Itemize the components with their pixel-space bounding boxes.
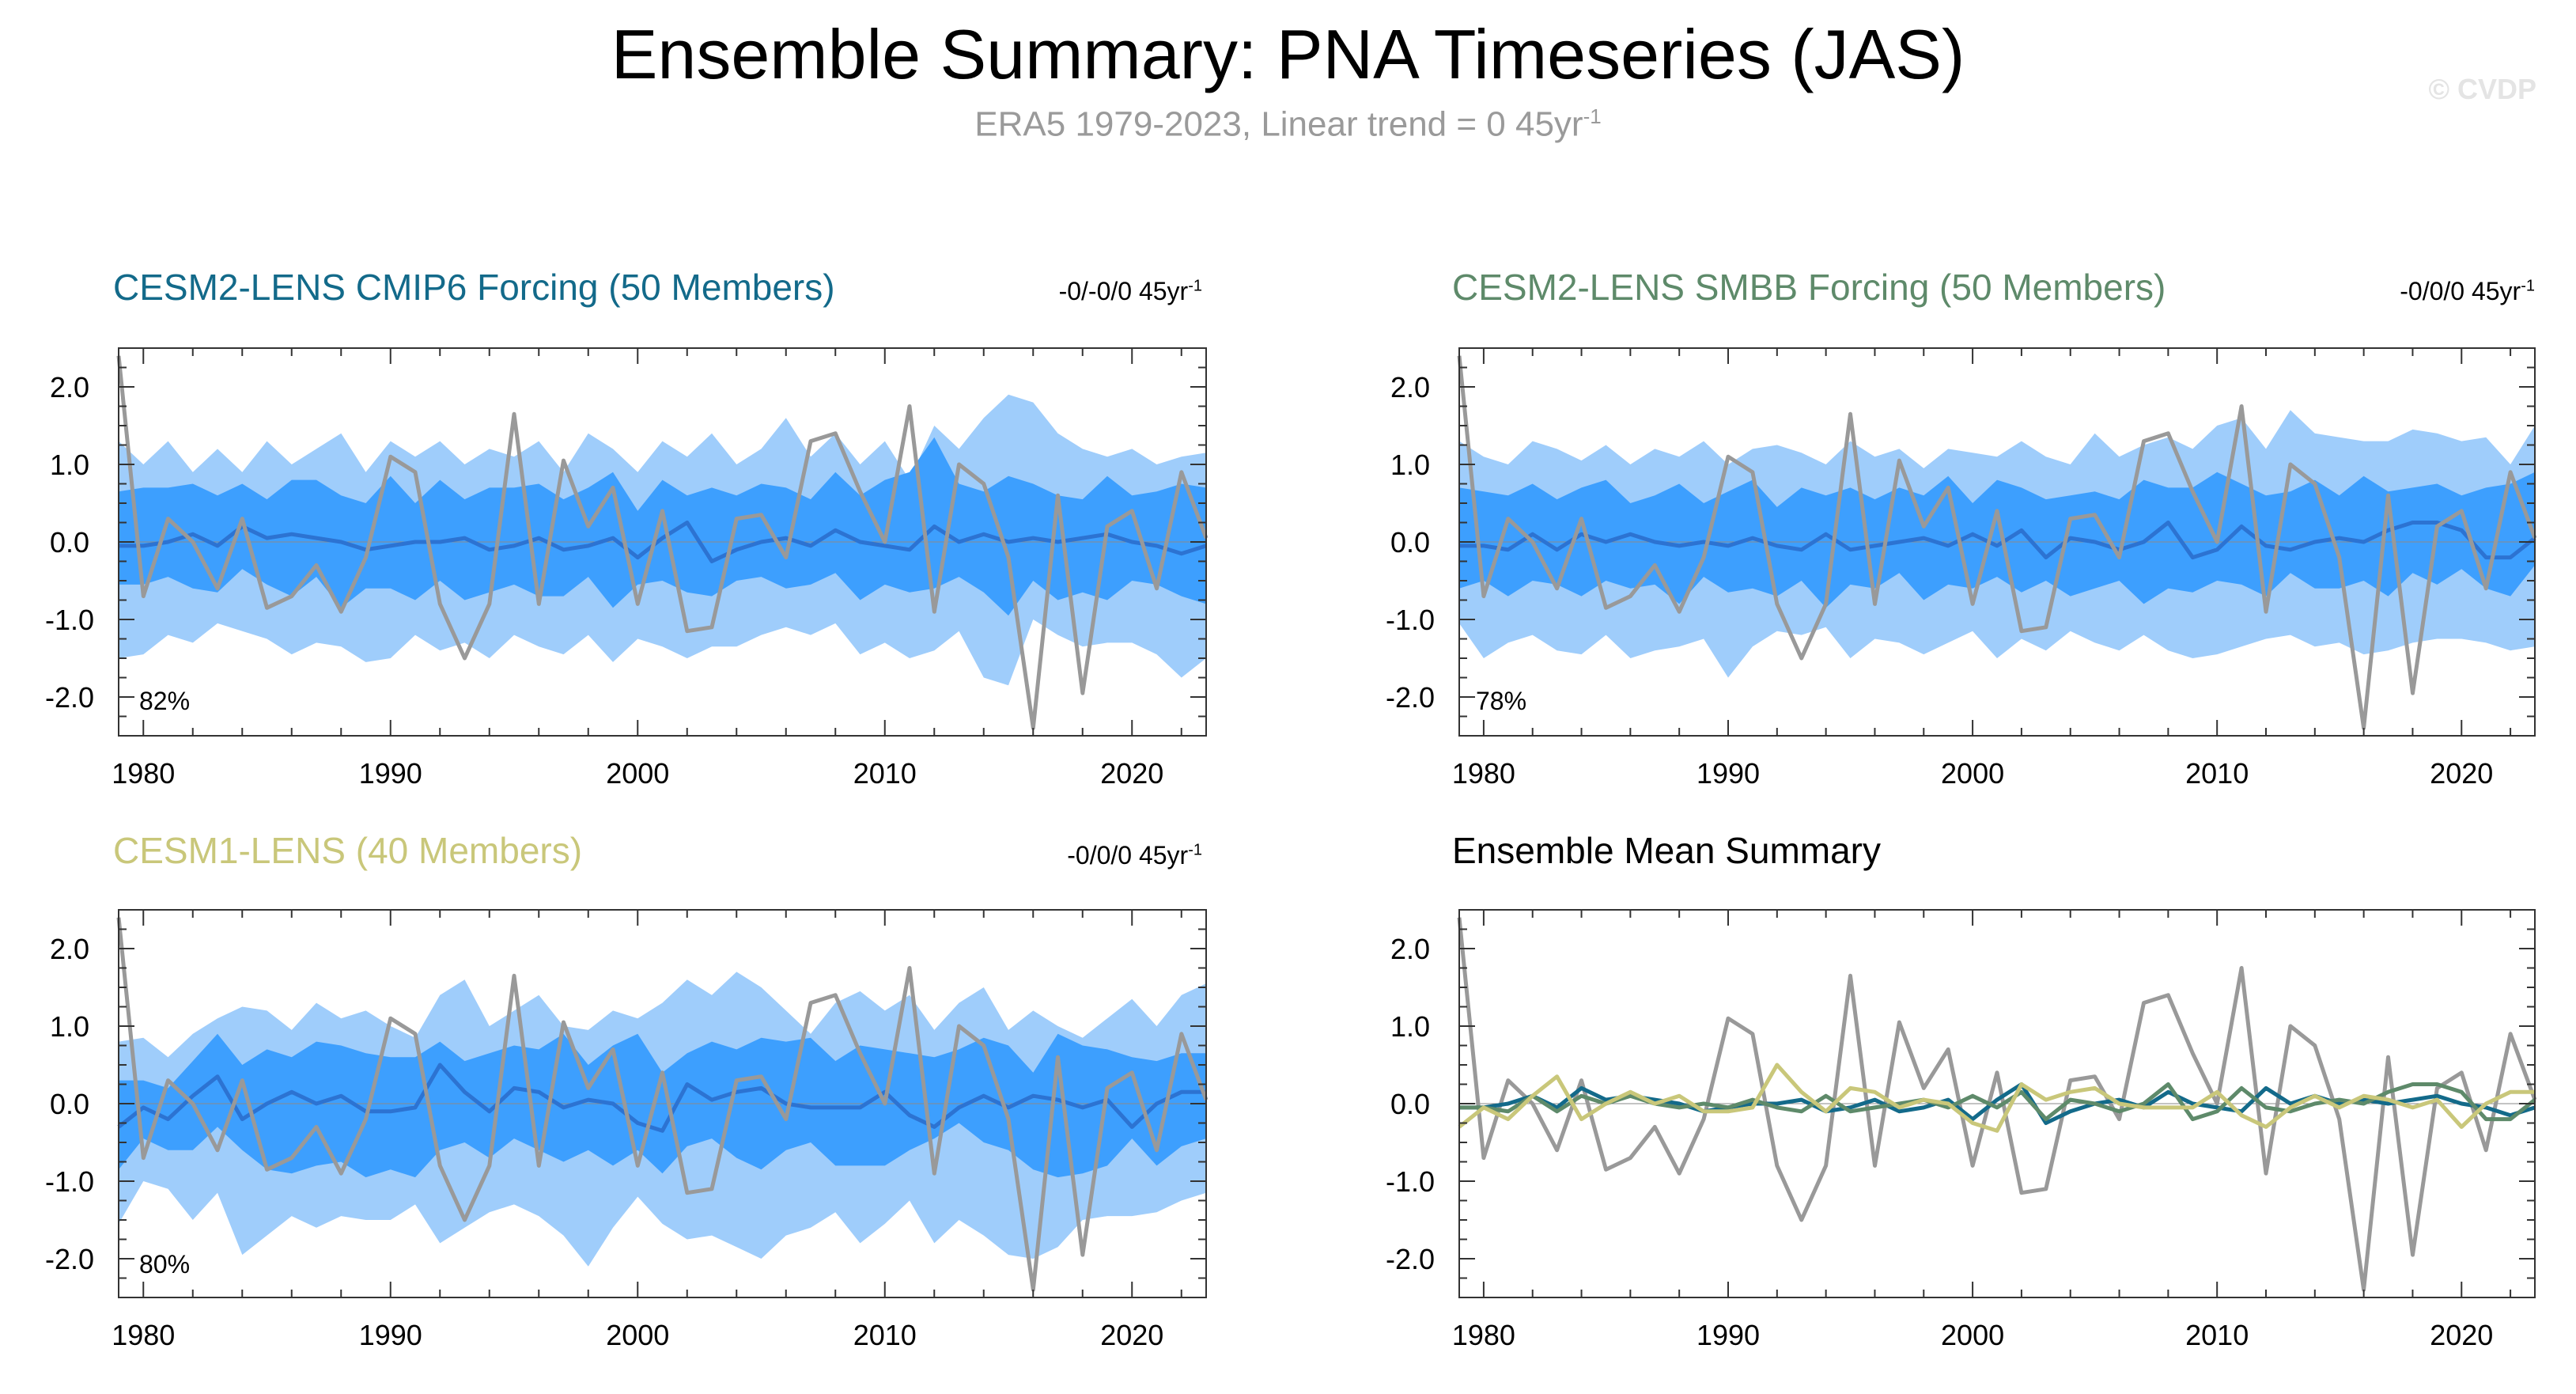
- x-tick-label: 2020: [2430, 757, 2493, 790]
- x-tick-label: 1980: [1452, 1319, 1515, 1351]
- ensemble-spread-25-75-band: [119, 1033, 1206, 1178]
- chart-cesm1: 1980 1990 2000 2010 2020 2.0 1.0 0.0 -1.0 -2.0: [45, 909, 1209, 1351]
- y-tick-label: 2.0: [50, 371, 89, 403]
- observed-line: [116, 917, 1209, 1292]
- x-tick-label: 2020: [1100, 1319, 1163, 1351]
- x-tick-label: 1980: [1452, 757, 1515, 790]
- x-tick-label: 1980: [112, 757, 175, 790]
- x-tick-label: 1990: [1697, 757, 1760, 790]
- y-tick-label: -1.0: [45, 1165, 94, 1198]
- y-tick-label: 1.0: [1390, 449, 1430, 481]
- x-tick-label: 2020: [1100, 757, 1163, 790]
- trend-superscript: -1: [1188, 841, 1202, 859]
- ensemble-mean-line: [1459, 521, 2536, 560]
- ensemble-spread-25-75-band: [1459, 472, 2535, 608]
- panel-trend-cesm1: -0/0/0 45yr-1: [1067, 841, 1202, 870]
- y-tick-label: 2.0: [50, 933, 89, 965]
- subtitle-superscript: -1: [1583, 104, 1602, 128]
- y-tick-label: 2.0: [1390, 933, 1430, 965]
- panel-title-cesm1: CESM1-LENS (40 Members): [113, 830, 583, 871]
- y-tick-label: 1.0: [50, 1010, 89, 1043]
- y-tick-label: 1.0: [1390, 1010, 1430, 1043]
- panel-trend-smbb: -0/0/0 45yr-1: [2400, 277, 2535, 306]
- x-tick-label: 1990: [1697, 1319, 1760, 1351]
- x-tick-label: 2000: [606, 1319, 669, 1351]
- x-tick-label: 2000: [1941, 1319, 2004, 1351]
- y-tick-label: 0.0: [1390, 1088, 1430, 1120]
- y-tick-label: 0.0: [50, 1088, 89, 1120]
- observed-line: [1457, 917, 2537, 1292]
- y-tick-label: -2.0: [45, 1243, 94, 1275]
- trend-text: -0/-0/0 45yr: [1058, 277, 1189, 305]
- x-tick-label: 2000: [1941, 757, 2004, 790]
- trend-text: -0/0/0 45yr: [1067, 841, 1189, 869]
- y-tick-label: 1.0: [50, 449, 89, 481]
- x-tick-label: 2000: [606, 757, 669, 790]
- y-tick-label: -2.0: [1386, 681, 1435, 714]
- y-tick-label: 2.0: [1390, 371, 1430, 403]
- ensemble-spread-25-75-band: [119, 437, 1206, 616]
- panel-title-ensemble-mean: Ensemble Mean Summary: [1452, 830, 1881, 871]
- panel-percent-cesm1: 80%: [139, 1250, 191, 1278]
- trend-superscript: -1: [2521, 277, 2535, 295]
- x-tick-label: 1980: [112, 1319, 175, 1351]
- y-tick-label: 0.0: [50, 526, 89, 559]
- chart-smbb: 1980 1990 2000 2010 2020 2.0 1.0 0.0 -1.0 -2.0: [1386, 347, 2537, 790]
- x-tick-label: 2010: [853, 1319, 917, 1351]
- y-tick-label: -2.0: [45, 681, 94, 714]
- subtitle-text: ERA5 1979-2023, Linear trend = 0 45yr: [974, 104, 1583, 144]
- y-tick-label: -1.0: [45, 604, 94, 636]
- x-tick-label: 2010: [2185, 1319, 2249, 1351]
- chart-cmip6: 1980 1990 2000 2010 2020 2.0 1.0 0.0 -1.0 -2.0: [45, 347, 1209, 790]
- series-line-cesm1: [1458, 1063, 2535, 1133]
- ensemble-mean-line: [117, 1063, 1206, 1133]
- y-tick-label: -2.0: [1386, 1243, 1435, 1275]
- x-tick-label: 2010: [853, 757, 917, 790]
- figure-title: Ensemble Summary: PNA Timeseries (JAS): [611, 15, 1965, 93]
- series-line-smbb: [1459, 1082, 2536, 1122]
- panel-trend-cmip6: -0/-0/0 45yr-1: [1059, 277, 1202, 306]
- trend-text: -0/0/0 45yr: [2400, 277, 2521, 305]
- ensemble-mean-line: [119, 521, 1207, 563]
- observed-line: [1457, 355, 2537, 730]
- panel-title-cmip6: CESM2-LENS CMIP6 Forcing (50 Members): [113, 267, 835, 308]
- observed-line: [116, 355, 1209, 730]
- x-tick-label: 2020: [2430, 1319, 2493, 1351]
- panel-percent-cmip6: 82%: [139, 687, 191, 715]
- x-tick-label: 1990: [359, 1319, 422, 1351]
- panel-percent-smbb: 78%: [1476, 687, 1527, 715]
- trend-superscript: -1: [1188, 277, 1202, 295]
- figure-subtitle: ERA5 1979-2023, Linear trend = 0 45yr-1: [0, 104, 2576, 145]
- y-tick-label: 0.0: [1390, 526, 1430, 559]
- x-tick-label: 1990: [359, 757, 422, 790]
- chart-ensemble-mean: 1980 1990 2000 2010 2020 2.0 1.0 0.0 -1.0 -2.0: [1386, 909, 2537, 1351]
- x-tick-label: 2010: [2185, 757, 2249, 790]
- panel-title-smbb: CESM2-LENS SMBB Forcing (50 Members): [1452, 267, 2166, 308]
- watermark: © CVDP: [2428, 73, 2536, 105]
- y-tick-label: -1.0: [1386, 604, 1435, 636]
- y-tick-label: -1.0: [1386, 1165, 1435, 1198]
